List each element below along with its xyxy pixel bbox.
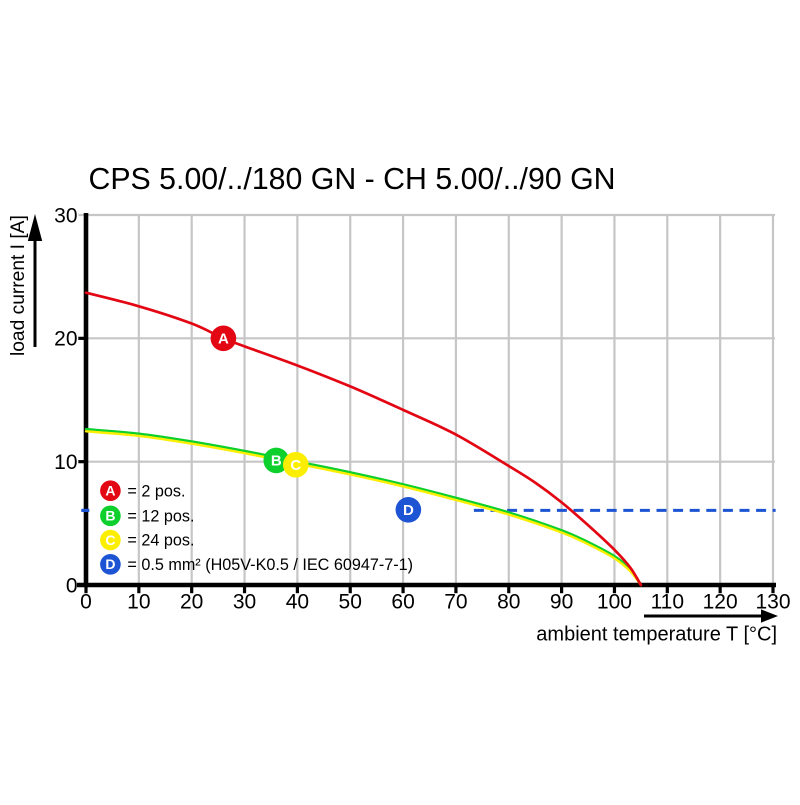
y-tick-label-0: 0 — [66, 574, 78, 597]
x-tick-label-0: 0 — [80, 591, 92, 614]
legend-label-D: = 0.5 mm² (H05V-K0.5 / IEC 60947-7-1) — [127, 556, 413, 574]
y-tick-label-30: 30 — [54, 204, 77, 227]
curve-C — [84, 430, 643, 587]
marker-letter-C: C — [290, 457, 301, 474]
legend-label-A: = 2 pos. — [127, 482, 185, 500]
x-tick-label-70: 70 — [444, 591, 467, 614]
y-axis-label: load current I [A] — [8, 215, 29, 356]
x-tick-label-130: 130 — [755, 591, 790, 614]
x-tick-label-60: 60 — [391, 591, 414, 614]
legend-label-B: = 12 pos. — [127, 508, 194, 526]
x-tick-label-110: 110 — [651, 591, 684, 614]
marker-circle-A — [210, 325, 237, 352]
x-axis-label: ambient temperature T [°C] — [536, 624, 777, 646]
y-tick-label-20: 20 — [54, 328, 77, 351]
legend-letter-D: D — [105, 556, 115, 572]
legend-letter-A: A — [105, 483, 115, 499]
x-tick-label-10: 10 — [127, 591, 150, 614]
x-tick-label-40: 40 — [286, 591, 309, 614]
marker-circle-B — [263, 447, 290, 474]
marker-letter-D: D — [403, 502, 414, 519]
legend-swatch-D — [100, 554, 121, 575]
curve-A — [84, 291, 643, 587]
x-tick-label-100: 100 — [597, 591, 632, 614]
marker-circle-C — [282, 451, 309, 478]
x-tick-label-120: 120 — [703, 591, 738, 614]
y-axis-arrow-head — [27, 214, 43, 241]
marker-letter-A: A — [218, 331, 229, 348]
x-tick-label-80: 80 — [497, 591, 520, 614]
x-axis-arrow-head — [761, 609, 778, 623]
legend-swatch-A — [100, 480, 121, 502]
legend-letter-B: B — [105, 508, 115, 524]
legend-label-C: = 24 pos. — [127, 532, 194, 550]
x-tick-label-20: 20 — [180, 591, 203, 614]
marker-circle-D — [395, 496, 422, 523]
x-tick-label-90: 90 — [550, 591, 573, 614]
curve-B — [84, 427, 643, 587]
legend-swatch-B — [100, 505, 121, 527]
chart-title: CPS 5.00/../180 GN - CH 5.00/../90 GN — [88, 163, 615, 196]
legend-letter-C: C — [105, 532, 115, 548]
legend-swatch-C — [100, 529, 121, 551]
x-tick-label-50: 50 — [339, 591, 362, 614]
y-tick-label-10: 10 — [54, 451, 77, 474]
marker-letter-B: B — [271, 453, 282, 470]
x-tick-label-30: 30 — [233, 591, 256, 614]
